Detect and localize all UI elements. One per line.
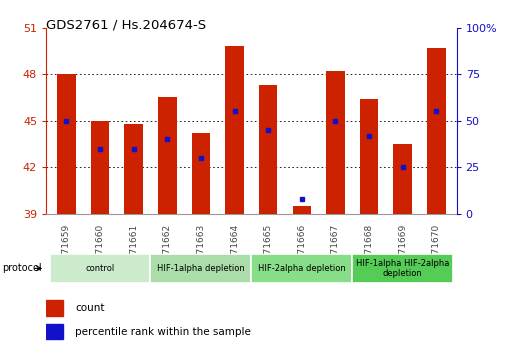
Text: protocol: protocol <box>3 264 42 273</box>
Bar <box>150 254 251 283</box>
Bar <box>50 254 150 283</box>
Bar <box>251 254 352 283</box>
Bar <box>292 206 311 214</box>
Bar <box>427 48 446 214</box>
Text: HIF-1alpha HIF-2alpha
depletion: HIF-1alpha HIF-2alpha depletion <box>356 258 449 278</box>
Bar <box>393 144 412 214</box>
Text: HIF-1alpha depletion: HIF-1alpha depletion <box>157 264 245 273</box>
Bar <box>360 99 379 214</box>
Bar <box>225 46 244 214</box>
Bar <box>91 121 109 214</box>
Bar <box>46 300 63 316</box>
Bar <box>326 71 345 214</box>
Text: count: count <box>75 303 105 313</box>
Text: HIF-2alpha depletion: HIF-2alpha depletion <box>258 264 346 273</box>
Text: percentile rank within the sample: percentile rank within the sample <box>75 327 251 337</box>
Text: control: control <box>85 264 114 273</box>
Bar <box>124 124 143 214</box>
Bar <box>57 74 75 214</box>
Bar <box>46 324 63 339</box>
Bar <box>259 85 278 214</box>
Bar <box>192 133 210 214</box>
Text: GDS2761 / Hs.204674-S: GDS2761 / Hs.204674-S <box>46 19 206 32</box>
Bar <box>352 254 453 283</box>
Bar <box>158 97 176 214</box>
